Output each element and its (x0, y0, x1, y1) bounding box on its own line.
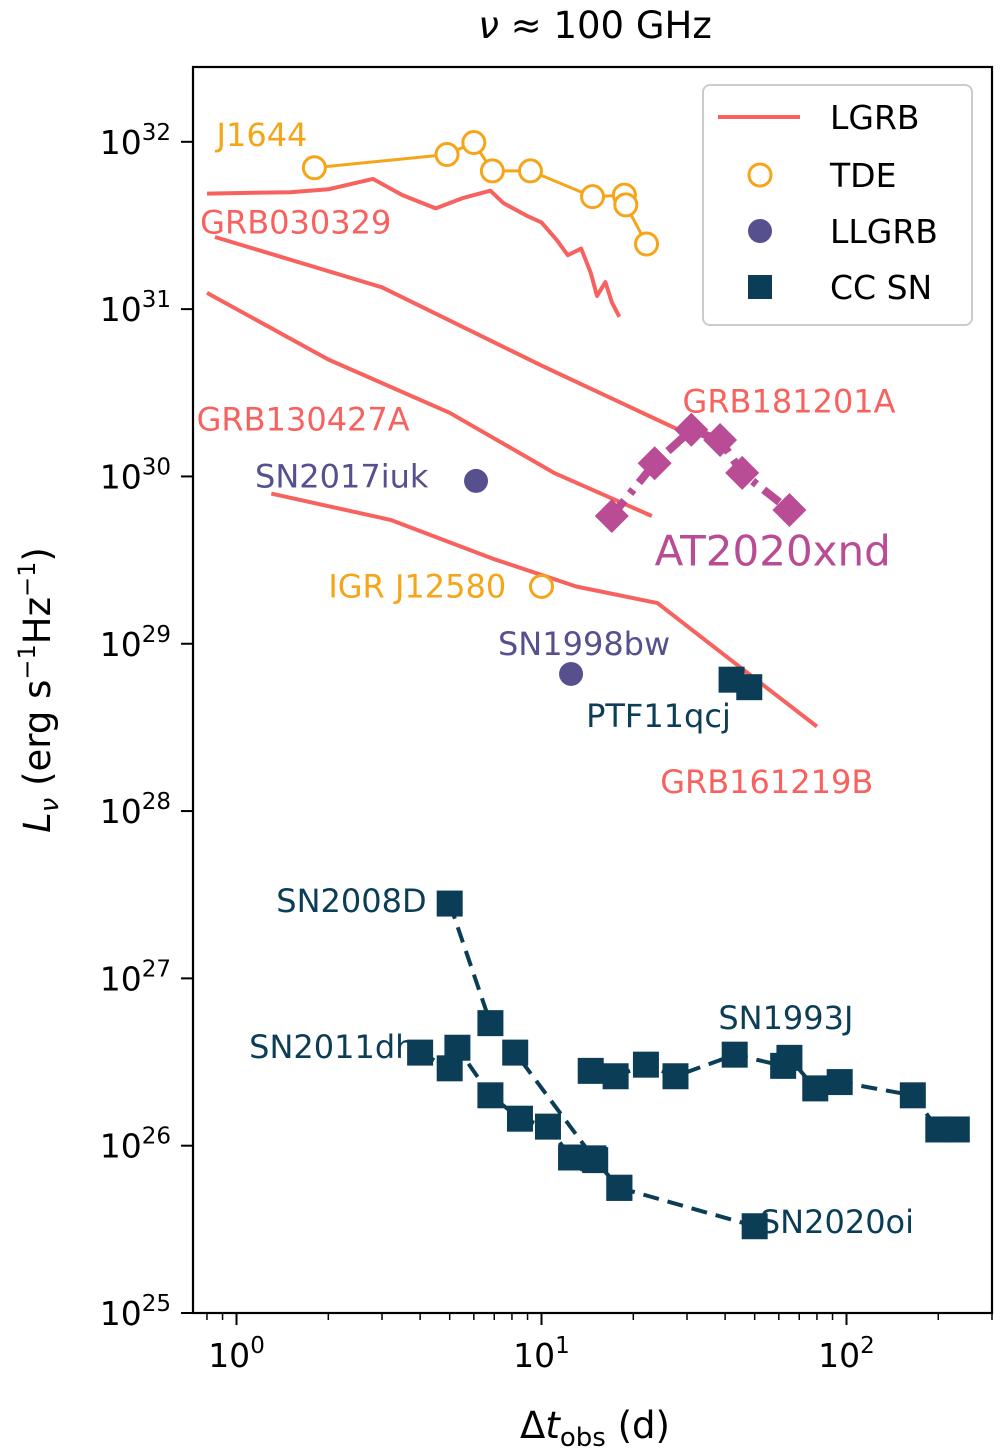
label-igr-j12580: IGR J12580 (328, 568, 506, 606)
point-ptf11qcj-1 (736, 674, 763, 701)
point-j1644-0 (301, 155, 327, 181)
x-axis-label: Δtobs (d) (520, 1404, 670, 1451)
point-sn1993j-0 (577, 1057, 604, 1084)
point-at2020xnd-0 (594, 499, 629, 534)
label-sn2020oi: SN2020oi (760, 1203, 914, 1241)
line-sn2008d (447, 902, 597, 1162)
label-sn2008d: SN2008D (276, 882, 426, 920)
plot-frame (191, 65, 994, 1315)
axis-ticks: 100 101 102 1025 1026 1027 1028 1029 1030 1031 103… (100, 120, 993, 1375)
y-tick-label-7: 1032 (100, 120, 171, 162)
legend-label-llgrb: LLGRB (830, 212, 938, 251)
point-at2020xnd-5 (772, 493, 807, 528)
legend-entry-tde: TDE (747, 156, 896, 195)
point-sn1993j-3 (662, 1063, 689, 1090)
legend-entry-ccsn: CC SN (748, 268, 932, 307)
point-sn2017iuk-0 (464, 468, 489, 493)
point-sn2008d-1 (477, 1010, 504, 1037)
line-grb030329 (206, 176, 622, 318)
label-sn1998bw: SN1998bw (498, 625, 670, 663)
point-sn1993j-2 (632, 1051, 659, 1078)
point-at2020xnd-3 (703, 423, 738, 458)
legend-entry-llgrb: LLGRB (748, 212, 938, 251)
point-sn2011dh-7 (580, 1145, 607, 1172)
point-sn1993j-7 (802, 1075, 829, 1102)
legend-label-tde: TDE (829, 156, 896, 195)
legend-label-lgrb: LGRB (830, 98, 920, 137)
chart-title: ν ≈ 100 GHz (478, 4, 712, 47)
point-j1644-7 (613, 192, 639, 218)
point-sn2020oi-0 (606, 1174, 633, 1201)
line-grb181201a (214, 235, 688, 436)
y-tick-label-2: 1027 (100, 956, 171, 998)
label-ptf11qcj: PTF11qcj (586, 697, 731, 735)
point-at2020xnd-4 (725, 455, 760, 490)
legend-entry-lgrb: LGRB (718, 98, 920, 137)
point-sn2011dh-3 (477, 1082, 504, 1109)
legend-label-ccsn: CC SN (830, 268, 932, 307)
point-sn1998bw-0 (559, 661, 584, 686)
series-labels: GRB030329 GRB181201A GRB130427A GRB161219B J… (197, 116, 914, 1241)
point-j1644-5 (580, 184, 606, 210)
point-sn2020oi-1 (741, 1213, 768, 1240)
point-at2020xnd-1 (637, 446, 672, 481)
point-at2020xnd-2 (674, 412, 709, 447)
point-igr-j12580-0 (528, 573, 554, 599)
x-tick-label-1: 101 (513, 1333, 570, 1375)
label-sn2017iuk: SN2017iuk (255, 458, 429, 496)
y-axis-label: Lν (erg s−1Hz−1) (13, 547, 65, 833)
x-tick-label-2: 102 (818, 1333, 875, 1375)
legend-open-circle-icon (747, 162, 773, 188)
point-sn2008d-0 (436, 890, 463, 917)
point-sn1993j-8 (826, 1069, 853, 1096)
point-sn2011dh-5 (534, 1113, 561, 1140)
point-j1644-8 (634, 231, 660, 257)
point-sn1993j-6 (776, 1044, 803, 1071)
point-j1644-4 (517, 158, 543, 184)
y-tick-label-4: 1029 (100, 622, 171, 664)
legend-square-icon (748, 275, 772, 299)
x-tick-label-0: 100 (208, 1333, 265, 1375)
y-tick-label-0: 1025 (100, 1291, 171, 1333)
label-grb161219b: GRB161219B (660, 763, 873, 801)
line-grb130427a (206, 291, 653, 518)
point-j1644-3 (479, 158, 505, 184)
line-grb161219b (270, 491, 819, 729)
point-sn2011dh-2 (444, 1034, 471, 1061)
series-markers (301, 130, 970, 1240)
y-tick-label-6: 1031 (100, 287, 171, 329)
point-sn2011dh-6 (558, 1144, 585, 1171)
point-sn2011dh-4 (506, 1105, 533, 1132)
y-tick-label-1: 1026 (100, 1124, 171, 1166)
legend-circle-icon (748, 219, 772, 243)
y-tick-label-5: 1030 (100, 454, 171, 496)
label-sn2011dh: SN2011dh (249, 1028, 415, 1066)
y-tick-label-3: 1028 (100, 789, 171, 831)
point-sn2008d-2 (502, 1039, 529, 1066)
label-grb181201a: GRB181201A (683, 382, 896, 420)
point-j1644-1 (434, 141, 460, 167)
point-sn1993j-11 (943, 1116, 970, 1143)
label-at2020xnd: AT2020xnd (655, 526, 891, 575)
label-j1644: J1644 (215, 116, 308, 154)
legend-box (702, 84, 973, 326)
point-j1644-2 (461, 130, 487, 156)
point-sn2011dh-0 (407, 1039, 434, 1066)
point-sn1993j-4 (721, 1041, 748, 1068)
point-sn1993j-1 (602, 1063, 629, 1090)
label-grb030329: GRB030329 (200, 204, 391, 242)
point-sn1993j-9 (899, 1082, 926, 1109)
label-sn1993j: SN1993J (718, 999, 853, 1037)
label-grb130427a: GRB130427A (197, 400, 410, 438)
legend: LGRB TDE LLGRB CC SN (702, 84, 973, 326)
